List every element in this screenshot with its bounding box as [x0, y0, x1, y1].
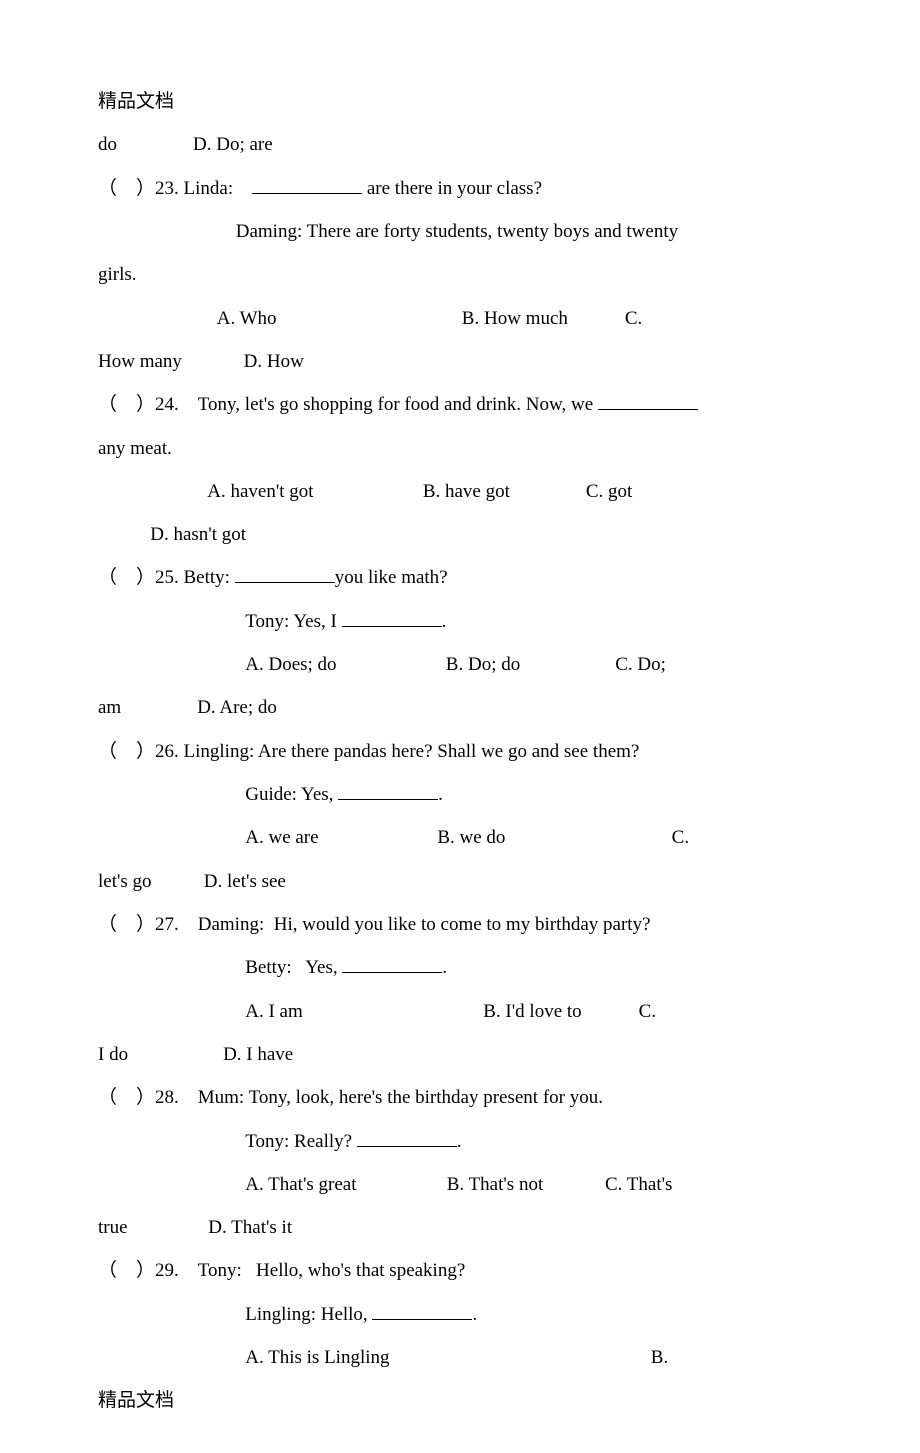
body-line: true D. That's it	[98, 1206, 822, 1249]
body-line: am D. Are; do	[98, 686, 822, 729]
blank-fill	[342, 607, 442, 627]
body-line: A. haven't got B. have got C. got	[98, 470, 822, 513]
body-line: Lingling: Hello, .	[98, 1293, 822, 1336]
blank-fill	[252, 174, 362, 194]
blank-fill	[235, 563, 335, 583]
body-line: A. This is Lingling B.	[98, 1336, 822, 1379]
text-run: Lingling: Hello,	[98, 1304, 372, 1325]
text-run: （ ）23. Linda:	[98, 178, 252, 199]
text-run: Guide: Yes,	[98, 784, 338, 805]
body-line: Betty: Yes, .	[98, 946, 822, 989]
body-line: （ ）23. Linda: are there in your class?	[98, 167, 822, 210]
text-run: （ ）24. Tony, let's go shopping for food …	[98, 394, 598, 415]
body-line: Guide: Yes, .	[98, 773, 822, 816]
page-header: 精品文档	[98, 80, 822, 123]
text-run: （ ）25. Betty:	[98, 567, 235, 588]
body-line: D. hasn't got	[98, 513, 822, 556]
body-line: A. we are B. we do C.	[98, 816, 822, 859]
body-line: A. Does; do B. Do; do C. Do;	[98, 643, 822, 686]
document-page: 精品文档 do D. Do; are （ ）23. Linda: are the…	[0, 0, 920, 1453]
text-run: do	[98, 134, 117, 155]
blank-fill	[338, 780, 438, 800]
blank-fill	[598, 390, 698, 410]
text-run: .	[442, 611, 447, 632]
body-line: （ ）29. Tony: Hello, who's that speaking?	[98, 1249, 822, 1292]
body-line: do D. Do; are	[98, 123, 822, 166]
text-run: .	[438, 784, 443, 805]
blank-fill	[342, 953, 442, 973]
text-run: Tony: Really?	[98, 1131, 357, 1152]
blank-fill	[372, 1300, 472, 1320]
body-line: How many D. How	[98, 340, 822, 383]
body-line: （ ）28. Mum: Tony, look, here's the birth…	[98, 1076, 822, 1119]
body-line: （ ）26. Lingling: Are there pandas here? …	[98, 730, 822, 773]
body-line: （ ）24. Tony, let's go shopping for food …	[98, 383, 822, 426]
text-run: Betty: Yes,	[98, 957, 342, 978]
body-line: girls.	[98, 253, 822, 296]
body-line: A. I am B. I'd love to C.	[98, 990, 822, 1033]
text-run: D. Do; are	[193, 134, 273, 155]
body-line: A. Who B. How much C.	[98, 297, 822, 340]
body-line: （ ）25. Betty: you like math?	[98, 556, 822, 599]
body-line: A. That's great B. That's not C. That's	[98, 1163, 822, 1206]
page-footer: 精品文档	[98, 1379, 822, 1422]
body-line: Tony: Really? .	[98, 1120, 822, 1163]
text-run: Tony: Yes, I	[98, 611, 342, 632]
text-run: .	[457, 1131, 462, 1152]
blank-fill	[357, 1127, 457, 1147]
text-run: .	[442, 957, 447, 978]
body-line: （ ）27. Daming: Hi, would you like to com…	[98, 903, 822, 946]
text-run: are there in your class?	[362, 178, 542, 199]
body-line: any meat.	[98, 427, 822, 470]
text-run: you like math?	[335, 567, 448, 588]
text-run: .	[472, 1304, 477, 1325]
body-line: Tony: Yes, I .	[98, 600, 822, 643]
body-line: I do D. I have	[98, 1033, 822, 1076]
body-line: Daming: There are forty students, twenty…	[98, 210, 822, 253]
body-line: let's go D. let's see	[98, 860, 822, 903]
